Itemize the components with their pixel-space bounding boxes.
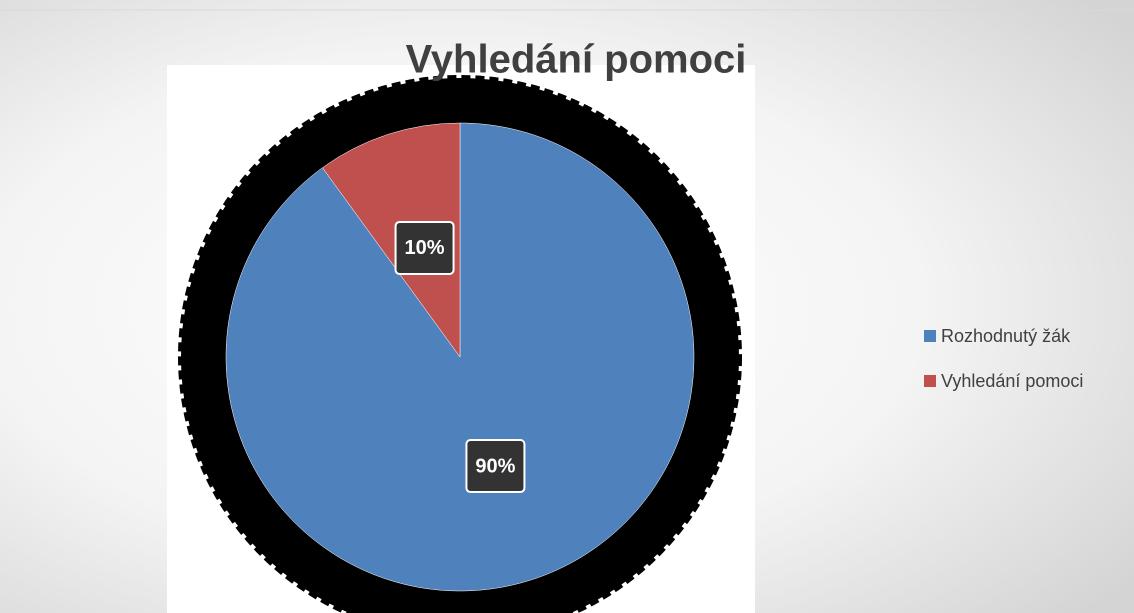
pie-slice: [322, 122, 461, 358]
legend-label: Rozhodnutý žák: [941, 326, 1071, 346]
data-label-box: [394, 220, 455, 275]
data-label: 90%: [475, 455, 515, 477]
legend-label: Vyhledání pomoci: [941, 371, 1083, 391]
legend-swatch: [924, 330, 936, 342]
pie: [225, 122, 695, 592]
data-label: 10%: [405, 237, 445, 259]
data-label-box: [465, 439, 526, 494]
legend-swatch: [924, 375, 936, 387]
legend: Rozhodnutý žák Vyhledání pomoci: [924, 326, 1083, 391]
chart-title: Vyhledání pomoci: [406, 38, 747, 82]
data-labels: 90% 10%: [394, 220, 526, 494]
